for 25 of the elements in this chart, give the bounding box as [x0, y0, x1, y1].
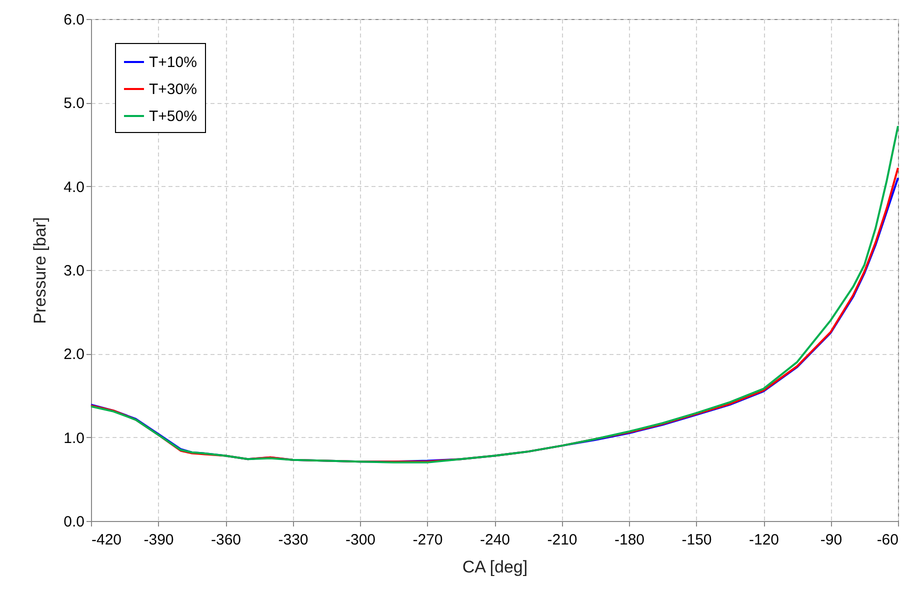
- y-tick-label: 1.0: [64, 430, 84, 447]
- x-tick-label: -180: [614, 532, 645, 548]
- y-tick-label: 4.0: [64, 178, 84, 196]
- y-tick-label: 0.0: [64, 514, 84, 530]
- legend-label: T+30%: [149, 81, 197, 98]
- y-tick-label: 3.0: [64, 262, 84, 280]
- y-tick-label: 6.0: [64, 12, 84, 28]
- x-tick-label: -270: [412, 532, 443, 548]
- y-tick-label: 2.0: [64, 346, 84, 364]
- x-tick-label: -60: [876, 532, 898, 548]
- y-axis-title: Pressure [bar]: [30, 217, 50, 324]
- x-tick-label: -240: [480, 532, 510, 548]
- x-tick-label: -330: [278, 532, 308, 548]
- legend-label: T+50%: [149, 108, 197, 125]
- x-axis-title: CA [deg]: [462, 558, 528, 576]
- x-tick-label: -420: [92, 532, 122, 548]
- legend-label: T+10%: [149, 54, 197, 71]
- x-tick-label: -360: [210, 532, 242, 548]
- x-tick-label: -300: [345, 532, 376, 548]
- x-tick-label: -390: [144, 532, 174, 548]
- x-tick-label: -150: [682, 532, 712, 548]
- x-tick-label: -90: [820, 532, 842, 548]
- x-tick-label: -210: [547, 532, 578, 548]
- x-tick-label: -120: [748, 532, 780, 548]
- y-tick-label: 5.0: [64, 95, 84, 112]
